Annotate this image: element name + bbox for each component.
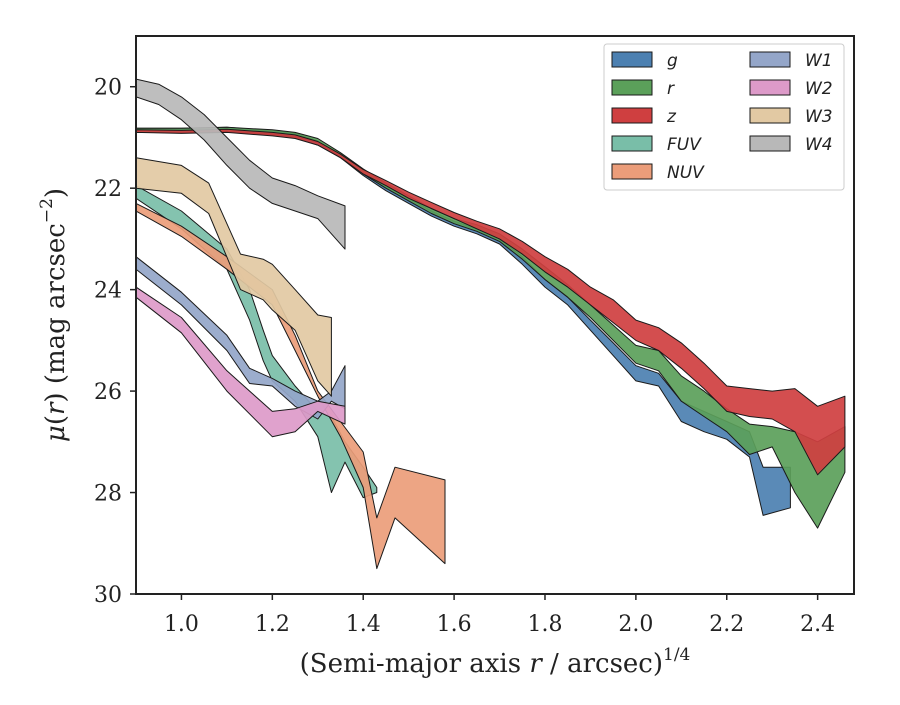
legend-label: g <box>667 51 678 71</box>
legend-label: W4 <box>805 135 833 155</box>
y-tick-label: 30 <box>94 583 122 608</box>
x-axis-label: (Semi-major axis r / arcsec)1/4 <box>300 645 691 679</box>
x-tick-label: 1.4 <box>346 612 381 637</box>
legend-swatch <box>611 107 653 124</box>
legend: grz FUV NUV W1 W2 W3 W4 <box>603 43 845 191</box>
legend-item-fuv: FUV <box>611 135 702 155</box>
legend-swatch <box>611 135 653 152</box>
legend-label: NUV <box>667 163 705 183</box>
plot-frame <box>135 35 855 595</box>
band-w4 <box>136 78 346 250</box>
x-tick-label: 1.0 <box>164 612 199 637</box>
legend-label: FUV <box>667 135 702 155</box>
legend-swatch <box>749 51 791 68</box>
legend-label: z <box>666 107 677 127</box>
x-tick-label: 1.8 <box>527 612 562 637</box>
band-w2 <box>136 286 346 438</box>
y-tick-label: 22 <box>94 177 122 202</box>
legend-item-w3: W3 <box>749 107 833 127</box>
legend-item-w1: W1 <box>749 51 833 71</box>
legend-swatch <box>749 79 791 96</box>
legend-swatch <box>611 51 653 68</box>
legend-item-nuv: NUV <box>611 163 705 183</box>
legend-item-g: g <box>611 51 678 71</box>
legend-swatch <box>749 107 791 124</box>
legend-item-w2: W2 <box>749 79 833 99</box>
legend-swatch <box>749 135 791 152</box>
legend-item-r: r <box>611 79 675 99</box>
legend-swatch <box>611 163 653 180</box>
legend-label: W1 <box>805 51 833 71</box>
legend-label: W2 <box>805 79 833 99</box>
x-axis-ticks: 1.0 1.2 1.4 1.6 1.8 2.0 2.2 2.4 <box>164 594 835 637</box>
legend-label: r <box>667 79 675 99</box>
x-tick-label: 2.0 <box>618 612 653 637</box>
x-tick-label: 1.6 <box>437 612 472 637</box>
legend-label: W3 <box>805 107 833 127</box>
y-tick-label: 26 <box>94 380 122 405</box>
x-tick-label: 2.2 <box>709 612 744 637</box>
legend-swatch <box>611 79 653 96</box>
band-w3 <box>136 157 332 397</box>
legend-item-z: z <box>611 107 677 127</box>
x-tick-label: 2.4 <box>800 612 835 637</box>
y-tick-label: 28 <box>94 482 122 507</box>
band-fuv <box>136 185 378 499</box>
y-tick-label: 20 <box>94 76 122 101</box>
band-z <box>136 128 846 476</box>
legend-item-w4: W4 <box>749 135 833 155</box>
profile-bands <box>136 78 846 570</box>
y-axis-ticks: 20 22 24 26 28 30 <box>94 76 136 608</box>
y-tick-label: 24 <box>94 279 122 304</box>
x-tick-label: 1.2 <box>255 612 290 637</box>
y-axis-label: μ(r) (mag arcsec−2) <box>37 188 71 442</box>
